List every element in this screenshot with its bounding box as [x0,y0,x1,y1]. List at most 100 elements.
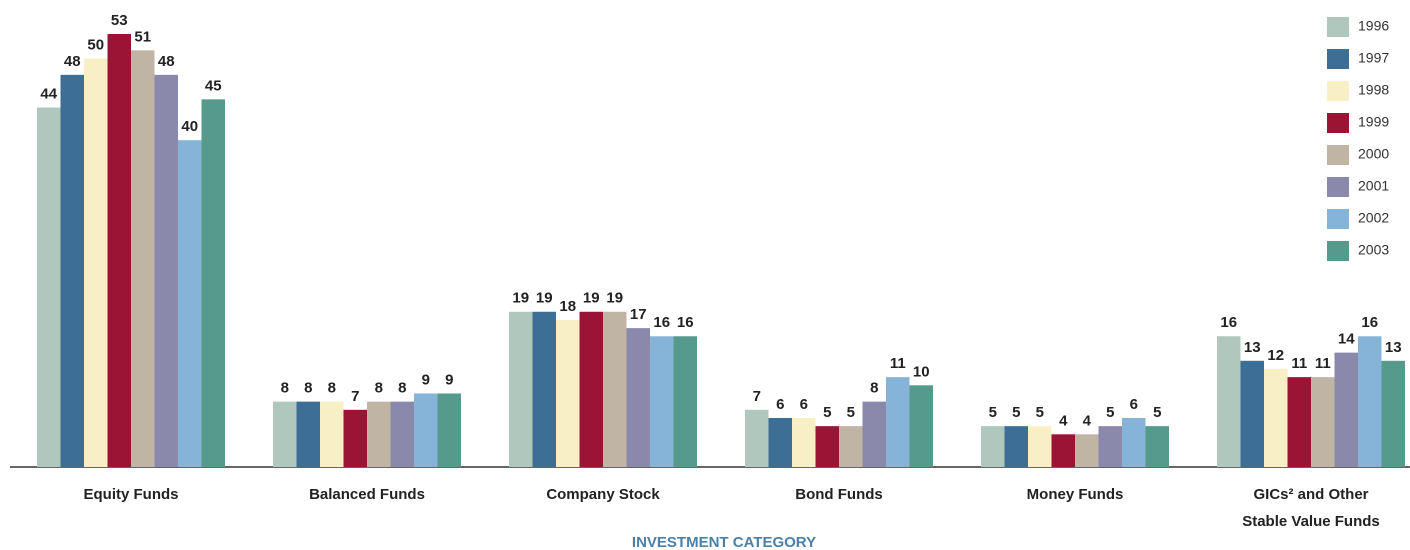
bar [839,426,863,467]
data-label: 50 [87,36,104,53]
bar [909,385,933,467]
data-label: 8 [870,380,878,397]
data-label: 19 [536,290,553,307]
data-label: 11 [1291,355,1307,372]
bar [1287,377,1311,467]
bar [107,33,131,468]
bar [367,401,391,467]
bar [981,426,1005,467]
data-label: 16 [1361,314,1378,331]
bar [131,50,155,468]
data-label: 19 [583,290,600,307]
data-label: 16 [1220,314,1237,331]
legend-label: 2001 [1358,178,1389,194]
bar [792,417,816,467]
bar [273,401,297,467]
data-label: 7 [753,388,761,405]
bar [509,311,533,467]
bar [37,107,61,468]
data-label: 40 [181,118,198,135]
legend-label: 2000 [1358,146,1389,162]
data-label: 14 [1338,331,1355,348]
data-label: 5 [1153,404,1161,421]
legend-label: 2002 [1358,210,1389,226]
legend-label: 1996 [1358,18,1389,34]
data-label: 53 [111,12,128,29]
bar [1217,336,1241,467]
data-label: 5 [823,404,831,421]
data-label: 48 [64,53,81,70]
data-label: 5 [1012,404,1020,421]
data-label: 16 [677,314,694,331]
data-label: 5 [1106,404,1114,421]
data-label: 8 [304,380,312,397]
x-tick-label: Equity Funds [84,486,179,503]
data-label: 16 [653,314,670,331]
data-label: 6 [1130,396,1138,413]
data-label: 19 [512,290,529,307]
data-label: 8 [398,380,406,397]
data-label: 4 [1059,412,1068,429]
legend-label: 1997 [1358,50,1389,66]
bar [1075,434,1099,467]
data-label: 6 [776,396,784,413]
bar [579,311,603,467]
legend-swatch [1327,113,1349,133]
x-axis-title: INVESTMENT CATEGORY [632,534,816,550]
bar [296,401,320,467]
data-label: 9 [422,371,430,388]
x-tick-label: Balanced Funds [309,486,425,503]
data-label: 8 [375,380,383,397]
bar [886,377,910,467]
data-label: 17 [630,306,647,323]
legend-swatch [1327,17,1349,37]
bar [745,409,769,467]
legend-label: 1999 [1358,114,1389,130]
bar [1358,336,1382,467]
bar [390,401,414,467]
data-label: 5 [989,404,997,421]
data-label: 48 [158,53,175,70]
data-label: 11 [1315,355,1331,372]
bar [556,319,580,467]
bar [1240,360,1264,467]
legend-swatch [1327,177,1349,197]
data-label: 18 [559,298,576,315]
legend-swatch [1327,241,1349,261]
bar [1098,426,1122,467]
bar [1145,426,1169,467]
x-tick-label: GICs² and Other Stable Value Funds [1242,486,1380,530]
bar [437,393,461,467]
bar [343,409,367,467]
data-label: 5 [1036,404,1044,421]
bar [154,74,178,467]
data-label: 13 [1244,339,1261,356]
x-tick-label: Money Funds [1027,486,1124,503]
bar [673,336,697,467]
data-label: 9 [445,371,453,388]
bar [1311,377,1335,467]
bar [178,140,202,467]
bar [1264,368,1288,467]
bar [1028,426,1052,467]
data-label: 51 [134,28,151,45]
bar [1381,360,1405,467]
x-tick-label: Company Stock [546,486,660,503]
bar [862,401,886,467]
data-label: 13 [1385,339,1402,356]
bar [201,99,225,467]
bar [1004,426,1028,467]
bar [768,417,792,467]
bar [1122,417,1146,467]
bar [84,58,108,467]
legend-swatch [1327,209,1349,229]
bar [1334,352,1358,467]
legend-swatch [1327,145,1349,165]
data-label: 44 [40,85,57,102]
bar [815,426,839,467]
data-label: 7 [351,388,359,405]
data-label: 12 [1267,347,1284,364]
bar [532,311,556,467]
legend-label: 1998 [1358,82,1389,98]
data-label: 5 [847,404,855,421]
